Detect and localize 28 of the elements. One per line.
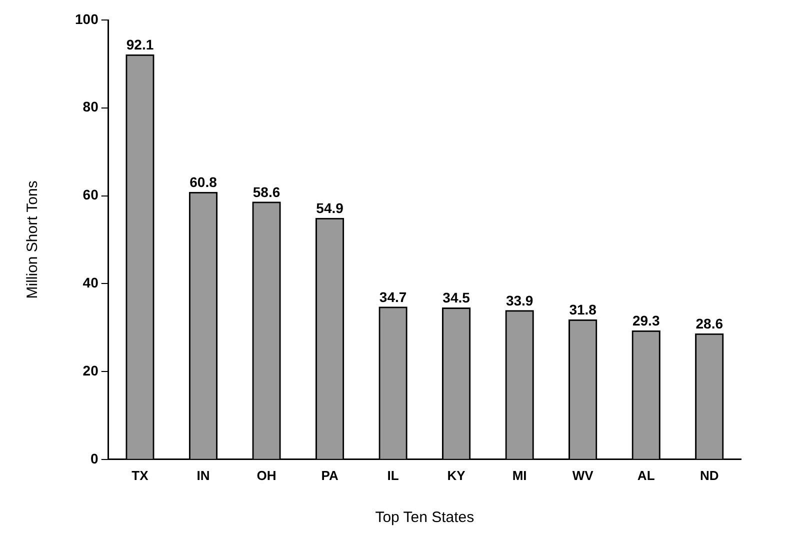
y-tick-label: 60 — [82, 186, 99, 203]
data-label: 92.1 — [126, 36, 154, 53]
x-tick-label: OH — [256, 468, 276, 483]
y-tick-label: 80 — [82, 98, 99, 115]
data-label: 60.8 — [190, 174, 218, 190]
x-tick-label: IN — [196, 468, 210, 483]
data-label: 54.9 — [316, 200, 344, 216]
x-axis-title: Top Ten States — [375, 509, 474, 526]
data-label: 29.3 — [632, 312, 660, 329]
x-tick-label: TX — [132, 468, 149, 483]
y-tick-label: 0 — [90, 450, 99, 466]
x-tick-label: AL — [637, 468, 655, 483]
data-label: 34.5 — [442, 290, 470, 306]
y-tick-label: 100 — [75, 10, 99, 27]
x-tick-label: WV — [572, 468, 594, 483]
y-axis-title: Million Short Tons — [24, 180, 42, 299]
x-tick-label: PA — [321, 468, 339, 483]
x-tick-label: ND — [700, 468, 719, 483]
x-tick-label: IL — [387, 468, 399, 483]
x-tick-label: KY — [447, 468, 466, 483]
y-tick-label: 20 — [82, 362, 99, 378]
data-label: 58.6 — [252, 184, 280, 200]
x-tick-label: MI — [512, 468, 527, 483]
data-label: 34.7 — [379, 288, 407, 305]
data-label: 31.8 — [569, 302, 597, 318]
data-label: 28.6 — [696, 316, 724, 332]
data-label: 33.9 — [506, 292, 534, 308]
y-tick-label: 40 — [82, 274, 99, 290]
